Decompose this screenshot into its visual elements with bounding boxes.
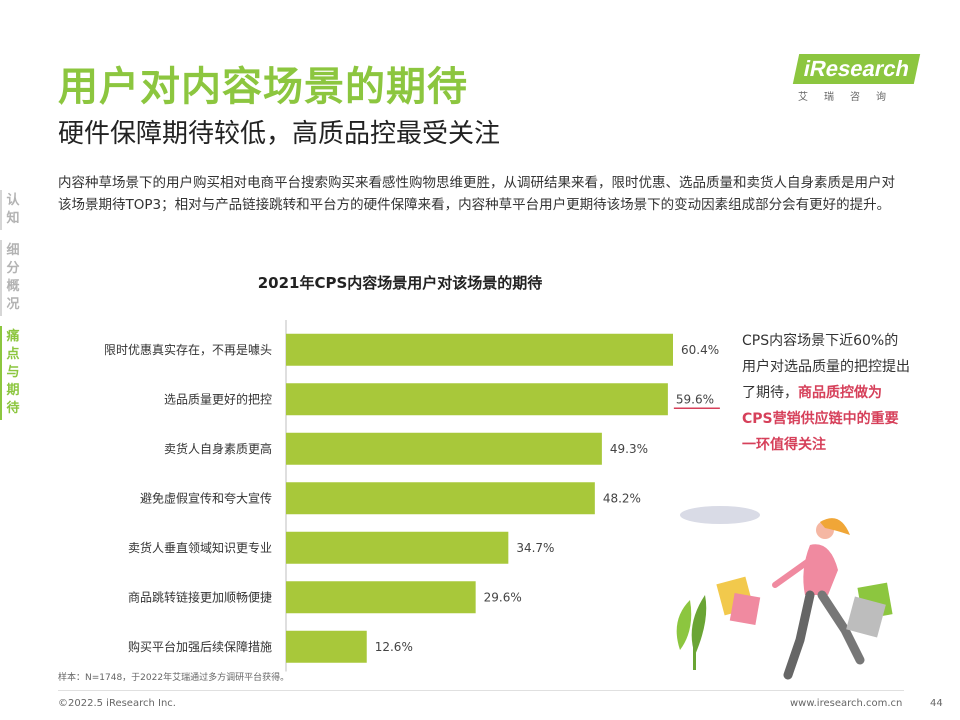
footer-copyright: ©2022.5 iResearch Inc. xyxy=(58,698,176,709)
category-label-4: 卖货人垂直领域知识更专业 xyxy=(128,540,272,555)
shopper-illustration xyxy=(676,506,893,680)
value-label-6: 12.6% xyxy=(375,640,413,654)
bar-4 xyxy=(286,531,509,564)
page-number: 44 xyxy=(930,698,943,709)
category-label-2: 卖货人自身素质更高 xyxy=(164,441,272,456)
bar-2 xyxy=(286,432,602,465)
value-label-5: 29.6% xyxy=(484,590,522,604)
description-paragraph: 内容种草场景下的用户购买相对电商平台搜索购买来看感性购物思维更胜，从调研结果来看… xyxy=(58,175,895,213)
footer-site: www.iresearch.com.cn xyxy=(790,698,903,709)
side-nav-item-pain-points[interactable]: 痛点与期待 xyxy=(0,326,24,420)
category-label-3: 避免虚假宣传和夸大宣传 xyxy=(140,490,272,505)
value-label-2: 49.3% xyxy=(610,442,648,456)
value-label-3: 48.2% xyxy=(603,491,641,505)
value-label-1: 59.6% xyxy=(676,392,714,406)
footer-divider xyxy=(58,690,904,691)
insight-highlight: 商品质控做为CPS营销供应链中的重要一环值得关注 xyxy=(742,385,899,453)
category-label-6: 购买平台加强后续保障措施 xyxy=(128,639,272,654)
insight-note: CPS内容场景下近60%的用户对选品质量的把控提出了期待，商品质控做为CPS营销… xyxy=(742,328,912,458)
value-label-4: 34.7% xyxy=(516,541,554,555)
side-nav: 认知 细分概况 痛点与期待 xyxy=(0,190,24,430)
chart-title: 2021年CPS内容场景用户对该场景的期待 xyxy=(257,274,543,292)
category-label-1: 选品质量更好的把控 xyxy=(164,391,272,406)
bar-1 xyxy=(286,383,668,416)
bar-0 xyxy=(286,333,673,366)
category-label-0: 限时优惠真实存在，不再是噱头 xyxy=(104,342,272,357)
logo-subtext: 艾瑞咨询 xyxy=(798,92,902,103)
page-title: 用户对内容场景的期待 xyxy=(58,64,468,110)
category-label-5: 商品跳转链接更加顺畅便捷 xyxy=(128,589,272,604)
side-nav-item-overview[interactable]: 细分概况 xyxy=(0,240,24,316)
page-subtitle: 硬件保障期待较低，高质品控最受关注 xyxy=(58,119,501,149)
iresearch-logo: iResearch 艾瑞咨询 xyxy=(788,50,921,108)
bar-3 xyxy=(286,482,595,515)
source-note: 样本：N=1748，于2022年艾瑞通过多方调研平台获得。 xyxy=(58,673,290,683)
bar-5 xyxy=(286,581,476,614)
value-label-0: 60.4% xyxy=(681,343,719,357)
side-nav-item-cognition[interactable]: 认知 xyxy=(0,190,24,230)
insight-text: CPS内容场景下近60%的用户对选品质量的把控提出了期待， xyxy=(742,333,910,401)
bar-6 xyxy=(286,630,367,663)
